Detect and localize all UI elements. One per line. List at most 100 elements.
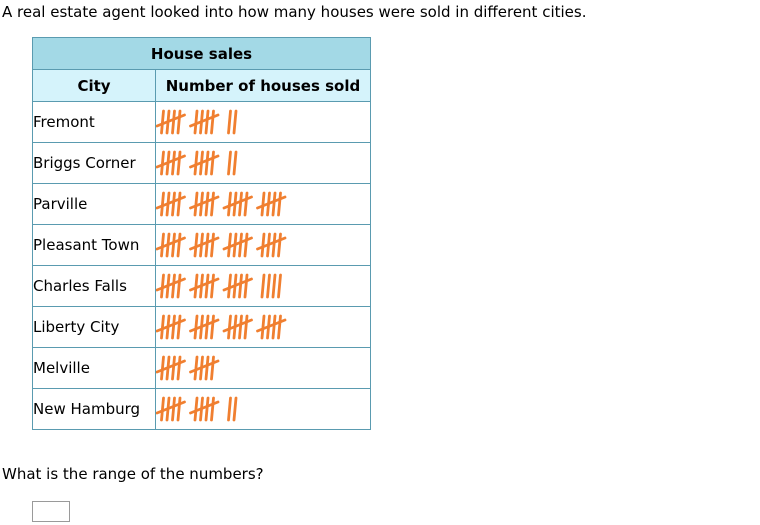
tally-stroke bbox=[210, 273, 215, 299]
tally-stroke bbox=[160, 355, 165, 381]
tally-cross-stroke bbox=[156, 113, 186, 128]
tally-stroke bbox=[210, 396, 215, 422]
tally-cross-stroke bbox=[156, 195, 186, 210]
tally-marks bbox=[155, 347, 371, 389]
tally-stroke bbox=[260, 273, 266, 299]
tally-stroke bbox=[171, 314, 176, 340]
tally-stroke bbox=[176, 273, 182, 299]
tally-icon bbox=[156, 150, 238, 176]
tally-stroke bbox=[171, 150, 176, 176]
city-name: New Hamburg bbox=[32, 388, 156, 430]
tally-stroke bbox=[232, 150, 238, 176]
tally-stroke bbox=[193, 232, 199, 258]
tally-cross-stroke bbox=[156, 318, 186, 333]
tally-cross-stroke bbox=[189, 195, 220, 210]
tally-icon bbox=[156, 273, 282, 299]
tally-stroke bbox=[193, 355, 199, 381]
tally-stroke bbox=[227, 273, 232, 299]
city-name: Melville bbox=[32, 347, 156, 389]
tally-stroke bbox=[260, 232, 266, 258]
tally-icon bbox=[156, 396, 238, 422]
table-row: Fremont bbox=[32, 101, 371, 143]
house-sales-table: House sales City Number of houses sold F… bbox=[32, 37, 371, 430]
tally-cross-stroke bbox=[189, 359, 220, 374]
tally-cross-stroke bbox=[189, 318, 220, 333]
tally-marks bbox=[155, 101, 371, 143]
table-row: Charles Falls bbox=[32, 265, 371, 307]
tally-stroke bbox=[171, 396, 176, 422]
tally-stroke bbox=[176, 232, 182, 258]
tally-cross-stroke bbox=[156, 154, 186, 169]
tally-icon bbox=[156, 191, 287, 217]
tally-stroke bbox=[243, 314, 249, 340]
answer-input[interactable] bbox=[32, 501, 70, 522]
tally-stroke bbox=[238, 273, 243, 299]
tally-stroke bbox=[204, 109, 210, 135]
table-title: House sales bbox=[32, 37, 371, 70]
tally-stroke bbox=[210, 355, 215, 381]
tally-stroke bbox=[210, 314, 215, 340]
tally-cross-stroke bbox=[156, 277, 186, 292]
tally-marks bbox=[155, 265, 371, 307]
tally-stroke bbox=[160, 314, 165, 340]
tally-stroke bbox=[160, 273, 165, 299]
tally-stroke bbox=[193, 396, 199, 422]
city-name: Briggs Corner bbox=[32, 142, 156, 184]
tally-stroke bbox=[277, 191, 282, 217]
table-row: Melville bbox=[32, 347, 371, 389]
city-name: Liberty City bbox=[32, 306, 156, 348]
tally-stroke bbox=[271, 232, 277, 258]
tally-marks bbox=[155, 183, 371, 225]
tally-stroke bbox=[210, 109, 215, 135]
tally-stroke bbox=[238, 314, 243, 340]
tally-stroke bbox=[204, 232, 210, 258]
tally-stroke bbox=[176, 109, 182, 135]
tally-stroke bbox=[160, 150, 165, 176]
tally-icon bbox=[156, 355, 220, 381]
tally-stroke bbox=[204, 314, 210, 340]
tally-stroke bbox=[204, 191, 210, 217]
city-name: Pleasant Town bbox=[32, 224, 156, 266]
tally-stroke bbox=[171, 232, 176, 258]
tally-stroke bbox=[176, 150, 182, 176]
table-row: Briggs Corner bbox=[32, 142, 371, 184]
tally-stroke bbox=[171, 273, 176, 299]
tally-cross-stroke bbox=[256, 236, 287, 251]
tally-cross-stroke bbox=[156, 236, 186, 251]
tally-stroke bbox=[277, 314, 282, 340]
tally-stroke bbox=[271, 273, 277, 299]
tally-stroke bbox=[243, 232, 249, 258]
tally-stroke bbox=[227, 314, 232, 340]
tally-cross-stroke bbox=[256, 318, 287, 333]
city-name: Parville bbox=[32, 183, 156, 225]
tally-stroke bbox=[160, 109, 165, 135]
table-row: Parville bbox=[32, 183, 371, 225]
tally-cross-stroke bbox=[156, 359, 186, 374]
tally-stroke bbox=[176, 191, 182, 217]
tally-cross-stroke bbox=[189, 236, 220, 251]
tally-stroke bbox=[243, 191, 249, 217]
tally-stroke bbox=[260, 314, 266, 340]
tally-cross-stroke bbox=[189, 113, 220, 128]
tally-cross-stroke bbox=[156, 400, 186, 415]
tally-icon bbox=[156, 109, 238, 135]
tally-stroke bbox=[238, 232, 243, 258]
tally-stroke bbox=[266, 273, 271, 299]
tally-cross-stroke bbox=[222, 195, 253, 210]
tally-stroke bbox=[210, 150, 215, 176]
table-row: New Hamburg bbox=[32, 388, 371, 430]
tally-stroke bbox=[204, 150, 210, 176]
tally-stroke bbox=[210, 191, 215, 217]
tally-stroke bbox=[160, 191, 165, 217]
tally-marks bbox=[155, 142, 371, 184]
tally-stroke bbox=[176, 355, 182, 381]
table-body: Fremont Briggs Corner Parville Pleasant Tow… bbox=[32, 101, 371, 430]
tally-marks bbox=[155, 388, 371, 430]
tally-stroke bbox=[171, 109, 176, 135]
table-row: Pleasant Town bbox=[32, 224, 371, 266]
tally-stroke bbox=[260, 191, 266, 217]
tally-stroke bbox=[238, 191, 243, 217]
tally-icon bbox=[156, 232, 287, 258]
tally-stroke bbox=[271, 314, 277, 340]
tally-stroke bbox=[171, 191, 176, 217]
